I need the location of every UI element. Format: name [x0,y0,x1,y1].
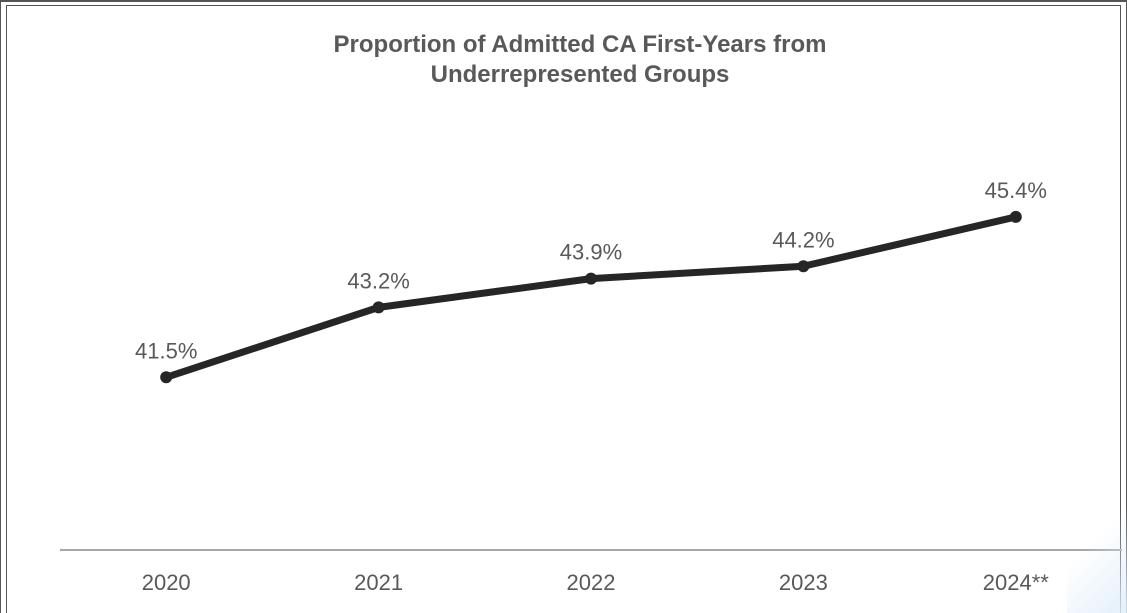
chart-title-line-2: Underrepresented Groups [430,61,730,88]
x-tick-label: 2023 [779,570,828,595]
data-point [585,272,597,285]
data-point [372,301,385,314]
chart-title-line-1: Proportion of Admitted CA First-Years fr… [333,31,827,58]
x-tick-label: 2024** [983,570,1050,595]
data-label: 43.9% [560,240,622,265]
data-label: 41.5% [135,338,197,363]
data-point [160,371,173,384]
chart-area [6,5,1121,613]
x-tick-label: 2022 [567,570,616,595]
data-point [797,260,810,273]
data-label: 45.4% [985,178,1047,203]
chart-title: Proportion of Admitted CA First-Years fr… [0,30,1127,90]
x-tick-label: 2020 [142,570,191,595]
data-label: 44.2% [772,227,834,252]
x-tick-label: 2021 [354,570,403,595]
data-label: 43.2% [347,268,409,293]
data-point [1009,210,1022,223]
